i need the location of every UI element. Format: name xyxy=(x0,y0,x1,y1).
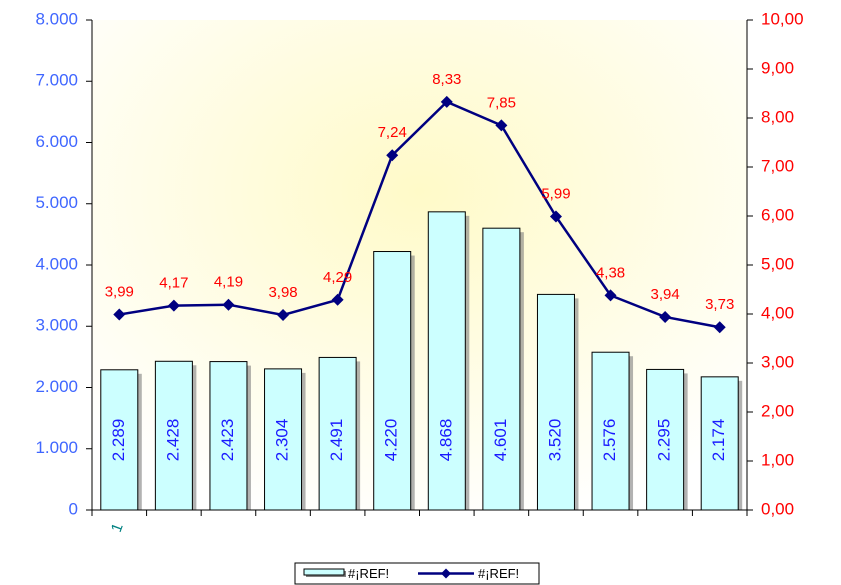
bar xyxy=(536,293,575,511)
bar-value-label: 4.220 xyxy=(382,419,401,462)
right-tick-label: 8,00 xyxy=(761,107,794,126)
bar xyxy=(700,376,739,511)
line-point xyxy=(495,119,508,132)
bar-value-label: 2.428 xyxy=(163,419,182,462)
line-point xyxy=(713,321,726,334)
right-tick-label: 4,00 xyxy=(761,303,794,322)
bar-value-label: 2.295 xyxy=(655,419,674,462)
bar-value-label: 4.601 xyxy=(491,419,510,462)
bar xyxy=(373,251,412,511)
right-tick-label: 0,00 xyxy=(761,499,794,518)
left-tick-label: 8.000 xyxy=(35,9,78,28)
line-point xyxy=(167,299,180,312)
line-point xyxy=(331,293,344,306)
line-point-label: 3,99 xyxy=(105,283,134,300)
bar xyxy=(591,351,630,511)
bar-value-label: 2.491 xyxy=(327,419,346,462)
line-point-label: 4,19 xyxy=(214,274,243,291)
line-point xyxy=(386,149,399,162)
legend: #¡REF! #¡REF! xyxy=(294,562,540,585)
legend-line-label: #¡REF! xyxy=(478,566,519,581)
bar xyxy=(154,360,193,511)
line-point-label: 8,33 xyxy=(432,71,461,88)
bar-value-label: 2.289 xyxy=(109,419,128,462)
right-tick-label: 5,00 xyxy=(761,254,794,273)
bar-value-label: 2.174 xyxy=(709,419,728,462)
left-tick-label: 1.000 xyxy=(35,438,78,457)
line-point xyxy=(604,289,617,302)
right-tick-label: 3,00 xyxy=(761,352,794,371)
line-point xyxy=(222,298,235,311)
left-tick-label: 0 xyxy=(69,499,78,518)
line-point xyxy=(277,308,290,321)
line-layer: 3,99 4,17 4,19 3,98 4,29 7,24 8,33 7,85 5,99 4,38… xyxy=(105,71,734,334)
line-point-label: 5,99 xyxy=(541,185,570,202)
line-point-label: 3,94 xyxy=(651,286,680,303)
bar xyxy=(318,356,357,511)
line-point-label: 7,24 xyxy=(378,124,407,141)
bars-layer: 2.289 2.428 2.423 2.304 2.491 4.220 4.868 4.601… xyxy=(100,211,743,511)
legend-bar-label: #¡REF! xyxy=(348,566,389,581)
line-point-label: 7,85 xyxy=(487,94,516,111)
right-tick-label: 2,00 xyxy=(761,401,794,420)
left-tick-label: 7.000 xyxy=(35,71,78,90)
line-point-label: 3,98 xyxy=(268,284,297,301)
bar-value-label: 3.520 xyxy=(545,419,564,462)
left-tick-label: 6.000 xyxy=(35,132,78,151)
left-tick-label: 4.000 xyxy=(35,254,78,273)
right-tick-label: 9,00 xyxy=(761,58,794,77)
legend-bar-swatch xyxy=(303,568,345,576)
bar xyxy=(427,211,466,511)
legend-line-marker xyxy=(441,568,451,579)
bar xyxy=(482,227,521,511)
bar-value-label: 2.304 xyxy=(273,419,292,462)
left-tick-label: 2.000 xyxy=(35,377,78,396)
line-point-label: 4,17 xyxy=(159,275,188,292)
line-point-label: 3,73 xyxy=(705,296,734,313)
legend-box xyxy=(294,562,540,585)
category-label: 1 xyxy=(108,521,127,535)
line-series-path xyxy=(119,100,720,329)
line-point xyxy=(659,310,672,323)
right-tick-label: 6,00 xyxy=(761,205,794,224)
bar xyxy=(209,361,248,511)
right-tick-label: 10,00 xyxy=(761,9,804,28)
line-point-label: 4,29 xyxy=(323,269,352,286)
line-point xyxy=(440,95,453,108)
line-point-label: 4,38 xyxy=(596,264,625,281)
right-tick-label: 7,00 xyxy=(761,156,794,175)
left-tick-label: 5.000 xyxy=(35,193,78,212)
axes-layer: 0 1.000 2.000 3.000 4.000 5.000 6.000 7.000 8.00… xyxy=(35,9,803,534)
bar-value-label: 4.868 xyxy=(436,419,455,462)
bar-value-label: 2.576 xyxy=(600,419,619,462)
line-point xyxy=(549,210,562,223)
line-point xyxy=(113,308,126,321)
left-tick-label: 3.000 xyxy=(35,316,78,335)
bar xyxy=(264,368,303,511)
bar xyxy=(646,368,685,511)
bar-value-label: 2.423 xyxy=(218,419,237,462)
right-tick-label: 1,00 xyxy=(761,450,794,469)
plot-area xyxy=(92,20,747,510)
